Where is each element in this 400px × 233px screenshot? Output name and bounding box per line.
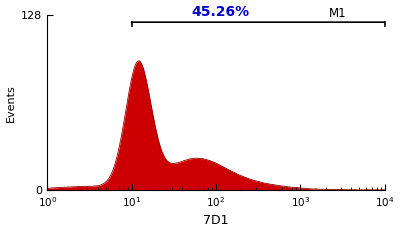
Text: M1: M1 (329, 7, 347, 20)
Y-axis label: Events: Events (6, 84, 16, 122)
X-axis label: 7D1: 7D1 (203, 214, 229, 227)
Text: 45.26%: 45.26% (191, 5, 249, 19)
